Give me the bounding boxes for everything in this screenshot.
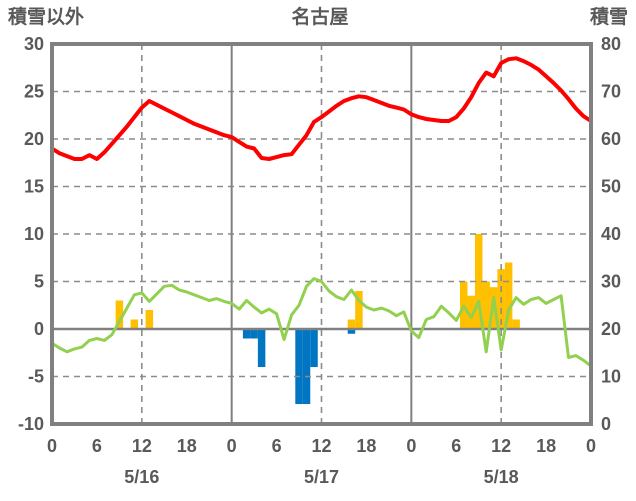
hour-tick-label: 18 (536, 436, 556, 456)
left-axis-title: 積雪以外 (8, 5, 84, 28)
blue-bar (302, 329, 311, 405)
series-lines-layer (50, 56, 593, 368)
date-label: 5/18 (484, 467, 519, 487)
right-axis-tick-label: 70 (601, 82, 621, 102)
hour-tick-label: 12 (311, 436, 331, 456)
yellow-bar (355, 291, 363, 329)
blue-bar (257, 329, 266, 367)
hour-tick-label: 0 (47, 436, 57, 456)
hour-tick-label: 6 (451, 436, 461, 456)
right-axis-tick-label: 50 (601, 177, 621, 197)
blue-bar (250, 329, 258, 339)
right-axis-tick-label: 10 (601, 367, 621, 387)
right-axis-title: 積雪 (590, 5, 628, 28)
left-axis-tick-label: 0 (34, 319, 44, 339)
hour-tick-label: 0 (406, 436, 416, 456)
hour-tick-label: 6 (272, 436, 282, 456)
left-axis-tick-label: 25 (24, 82, 44, 102)
yellow-bar (474, 234, 483, 329)
right-axis-tick-label: 60 (601, 129, 621, 149)
green-line (50, 277, 593, 368)
left-axis-tick-label: -5 (28, 367, 44, 387)
yellow-bar (504, 262, 513, 329)
yellow-bar (115, 300, 124, 329)
blue-bar (242, 329, 251, 339)
left-axis-tick-label: -10 (18, 414, 44, 434)
hour-tick-label: 12 (491, 436, 511, 456)
left-axis-tick-label: 30 (24, 34, 44, 54)
right-axis-tick-label: 40 (601, 224, 621, 244)
chart-title: 名古屋 (291, 5, 348, 28)
right-axis-tick-label: 0 (601, 414, 611, 434)
hour-tick-label: 12 (132, 436, 152, 456)
yellow-bar (482, 281, 490, 329)
yellow-bar (467, 295, 475, 329)
hour-tick-label: 0 (586, 436, 596, 456)
blue-bar (347, 329, 356, 334)
date-label: 5/16 (124, 467, 159, 487)
axis-lines-layer (52, 44, 591, 424)
left-axis-tick-label: 20 (24, 129, 44, 149)
yellow-bar (130, 319, 139, 329)
hour-tick-label: 0 (227, 436, 237, 456)
right-axis-tick-label: 20 (601, 319, 621, 339)
plot-border (50, 42, 593, 426)
red-line (50, 56, 593, 161)
left-axis-tick-label: 5 (34, 272, 44, 292)
hour-tick-label: 18 (177, 436, 197, 456)
hour-tick-label: 18 (356, 436, 376, 456)
bars-layer (115, 234, 520, 405)
plot-frame-layer (50, 42, 593, 426)
yellow-bar (145, 310, 154, 329)
right-axis-tick-label: 80 (601, 34, 621, 54)
yellow-bar (347, 319, 356, 329)
gridlines-layer (52, 44, 591, 424)
left-axis-tick-label: 10 (24, 224, 44, 244)
right-axis-tick-label: 30 (601, 272, 621, 292)
yellow-bar (512, 319, 520, 329)
left-axis-tick-label: 15 (24, 177, 44, 197)
blue-bar (310, 329, 318, 367)
date-label: 5/17 (304, 467, 339, 487)
blue-bar (295, 329, 303, 405)
hour-tick-label: 6 (92, 436, 102, 456)
